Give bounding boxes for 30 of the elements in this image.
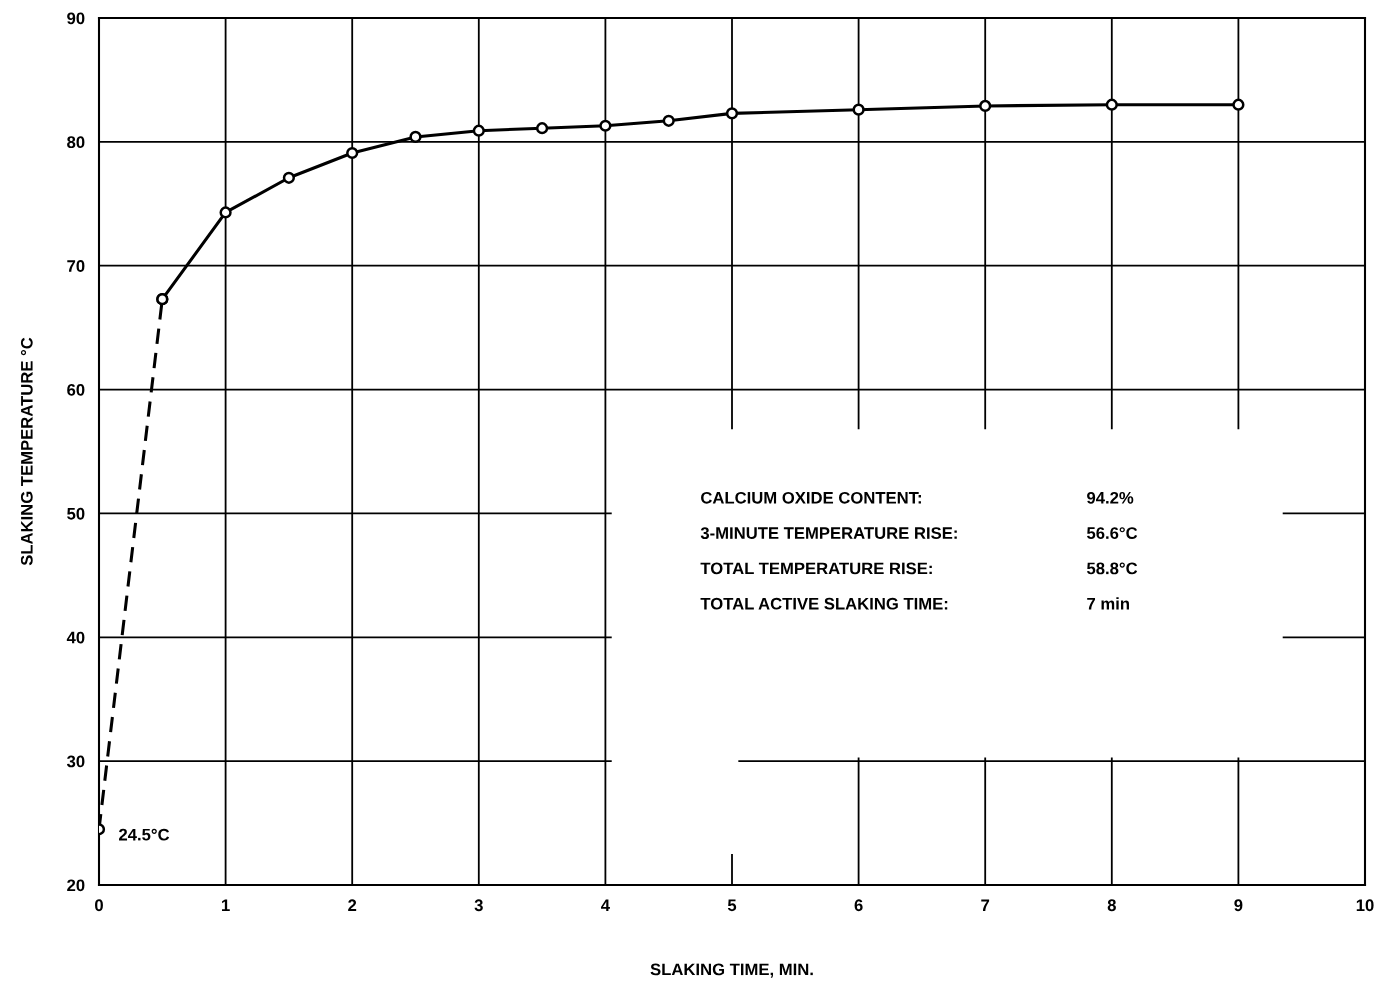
x-tick-label: 3	[474, 899, 483, 912]
annotation: 94.2%	[1087, 491, 1134, 504]
x-tick-label: 10	[1356, 899, 1374, 912]
x-axis-title: SLAKING TIME, MIN.	[650, 963, 813, 978]
x-tick-label: 7	[981, 899, 990, 911]
x-tick-label: 2	[348, 899, 357, 911]
y-tick-label: 70	[67, 260, 85, 272]
annotation: 3-MINUTE TEMPERATURE RISE:	[700, 527, 957, 540]
x-tick-label: 4	[601, 899, 610, 911]
x-tick-label: 1	[222, 899, 230, 911]
y-axis-title: SLAKING TEMPERATURE °C	[20, 337, 33, 566]
annotation: 7 min	[1087, 597, 1129, 610]
y-tick-label: 40	[66, 631, 85, 644]
annotation: 56.6°C	[1086, 527, 1138, 539]
annotation: 24.5°C	[119, 828, 170, 841]
y-tick-label: 20	[67, 879, 85, 892]
x-tick-label: 6	[854, 899, 863, 912]
x-tick-label: 0	[95, 899, 103, 912]
x-tick-label: 9	[1234, 899, 1243, 912]
annotation: CALCIUM OXIDE CONTENT:	[701, 491, 921, 504]
x-tick-label: 8	[1107, 899, 1116, 912]
y-tick-label: 90	[67, 12, 85, 25]
annotation: TOTAL TEMPERATURE RISE:	[700, 562, 932, 575]
y-tick-label: 50	[67, 507, 85, 520]
y-tick-label: 60	[67, 383, 85, 396]
y-tick-label: 30	[66, 755, 85, 768]
annotation: 58.8°C	[1086, 562, 1138, 575]
y-tick-label: 80	[67, 136, 85, 149]
annotation: TOTAL ACTIVE SLAKING TIME:	[700, 597, 948, 610]
x-tick-label: 5	[727, 899, 737, 912]
